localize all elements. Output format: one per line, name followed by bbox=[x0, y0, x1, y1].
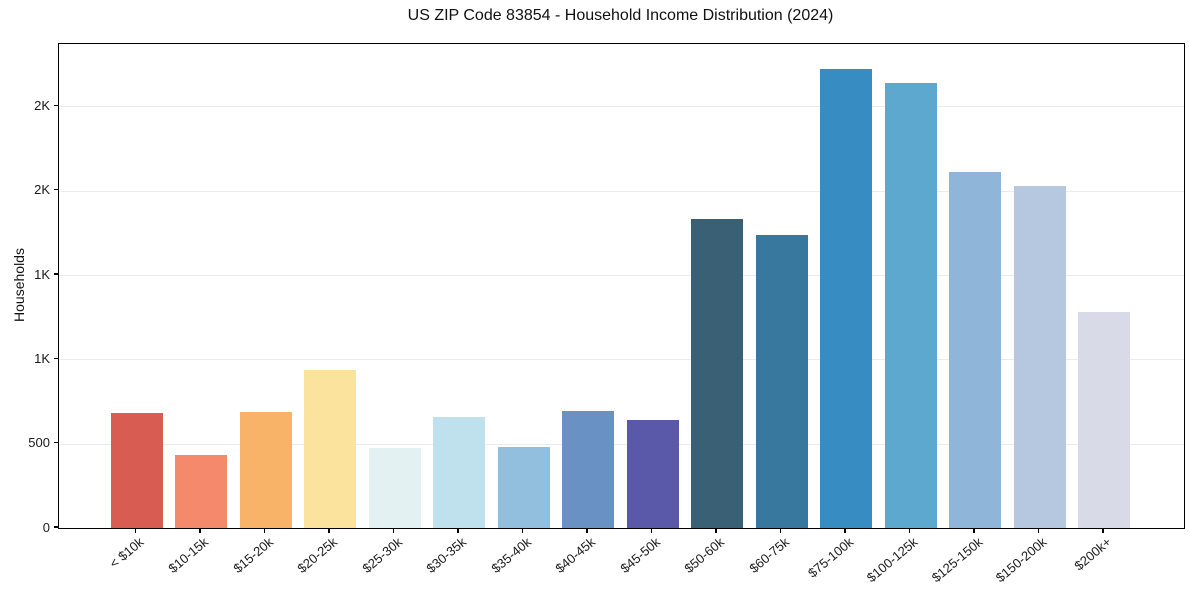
x-tick-label: < $10k bbox=[106, 534, 147, 572]
gridline bbox=[59, 275, 1184, 276]
bar bbox=[691, 219, 743, 528]
x-tick-mark bbox=[328, 528, 330, 533]
x-tick-mark bbox=[1037, 528, 1040, 533]
y-tick-mark bbox=[53, 189, 58, 191]
x-tick-label: $10-15k bbox=[165, 534, 211, 576]
x-tick-label: $50-60k bbox=[681, 534, 727, 576]
chart-title: US ZIP Code 83854 - Household Income Dis… bbox=[407, 7, 834, 24]
bar bbox=[626, 420, 679, 528]
y-tick-mark bbox=[53, 442, 58, 444]
bar bbox=[239, 411, 292, 528]
bar bbox=[949, 172, 1001, 528]
y-tick-mark bbox=[53, 104, 58, 106]
y-tick-label: 500 bbox=[28, 435, 50, 451]
bar bbox=[755, 235, 808, 528]
y-tick-mark bbox=[53, 357, 58, 359]
y-tick-label: 1K bbox=[34, 266, 50, 282]
y-tick-mark bbox=[53, 273, 58, 275]
x-tick-label: $75-100k bbox=[804, 534, 856, 581]
x-tick-label: $25-30k bbox=[358, 534, 405, 576]
x-tick-label: $30-35k bbox=[423, 534, 469, 576]
x-tick-label: $15-20k bbox=[229, 534, 276, 576]
x-tick-label: $45-50k bbox=[616, 534, 663, 576]
x-tick-mark bbox=[715, 528, 717, 533]
gridline bbox=[59, 106, 1184, 108]
y-tick-label: 0 bbox=[42, 519, 50, 535]
x-tick-label: $60-75k bbox=[745, 534, 792, 576]
y-tick-label: 1K bbox=[34, 350, 50, 366]
x-tick-mark bbox=[1102, 528, 1104, 533]
bar bbox=[1013, 185, 1066, 528]
x-tick-label: $35-40k bbox=[487, 534, 534, 576]
x-tick-mark bbox=[650, 528, 653, 533]
bar bbox=[497, 447, 550, 528]
x-tick-mark bbox=[908, 528, 911, 533]
x-tick-mark bbox=[263, 528, 266, 533]
gridline bbox=[59, 359, 1184, 361]
x-tick-mark bbox=[586, 528, 588, 533]
y-tick-label: 2K bbox=[34, 97, 50, 113]
x-tick-mark bbox=[457, 528, 459, 533]
x-tick-label: $200k+ bbox=[1071, 534, 1114, 574]
bar bbox=[368, 447, 421, 528]
x-tick-mark bbox=[973, 528, 975, 533]
y-tick-mark bbox=[53, 526, 58, 528]
x-tick-mark bbox=[844, 528, 846, 533]
x-tick-mark bbox=[199, 528, 201, 533]
x-tick-mark bbox=[392, 528, 395, 533]
x-tick-label: $150-200k bbox=[992, 534, 1050, 586]
x-tick-label: $125-150k bbox=[928, 534, 985, 586]
bar bbox=[175, 454, 227, 528]
x-tick-label: $100-125k bbox=[863, 534, 921, 586]
x-tick-mark bbox=[134, 528, 137, 533]
y-tick-label: 2K bbox=[34, 182, 50, 198]
x-tick-label: $20-25k bbox=[294, 534, 340, 576]
bar bbox=[1078, 312, 1130, 528]
bar bbox=[562, 410, 614, 528]
y-axis-label: Households bbox=[11, 248, 27, 322]
x-tick-mark bbox=[779, 528, 782, 533]
x-tick-label: $40-45k bbox=[552, 534, 598, 576]
bar bbox=[820, 68, 872, 528]
gridline bbox=[59, 443, 1184, 445]
plot-area bbox=[58, 43, 1185, 529]
bar bbox=[433, 416, 485, 528]
bar bbox=[884, 82, 937, 528]
bar bbox=[110, 412, 163, 528]
x-tick-mark bbox=[521, 528, 524, 533]
gridline bbox=[59, 190, 1184, 192]
bar bbox=[304, 369, 356, 528]
